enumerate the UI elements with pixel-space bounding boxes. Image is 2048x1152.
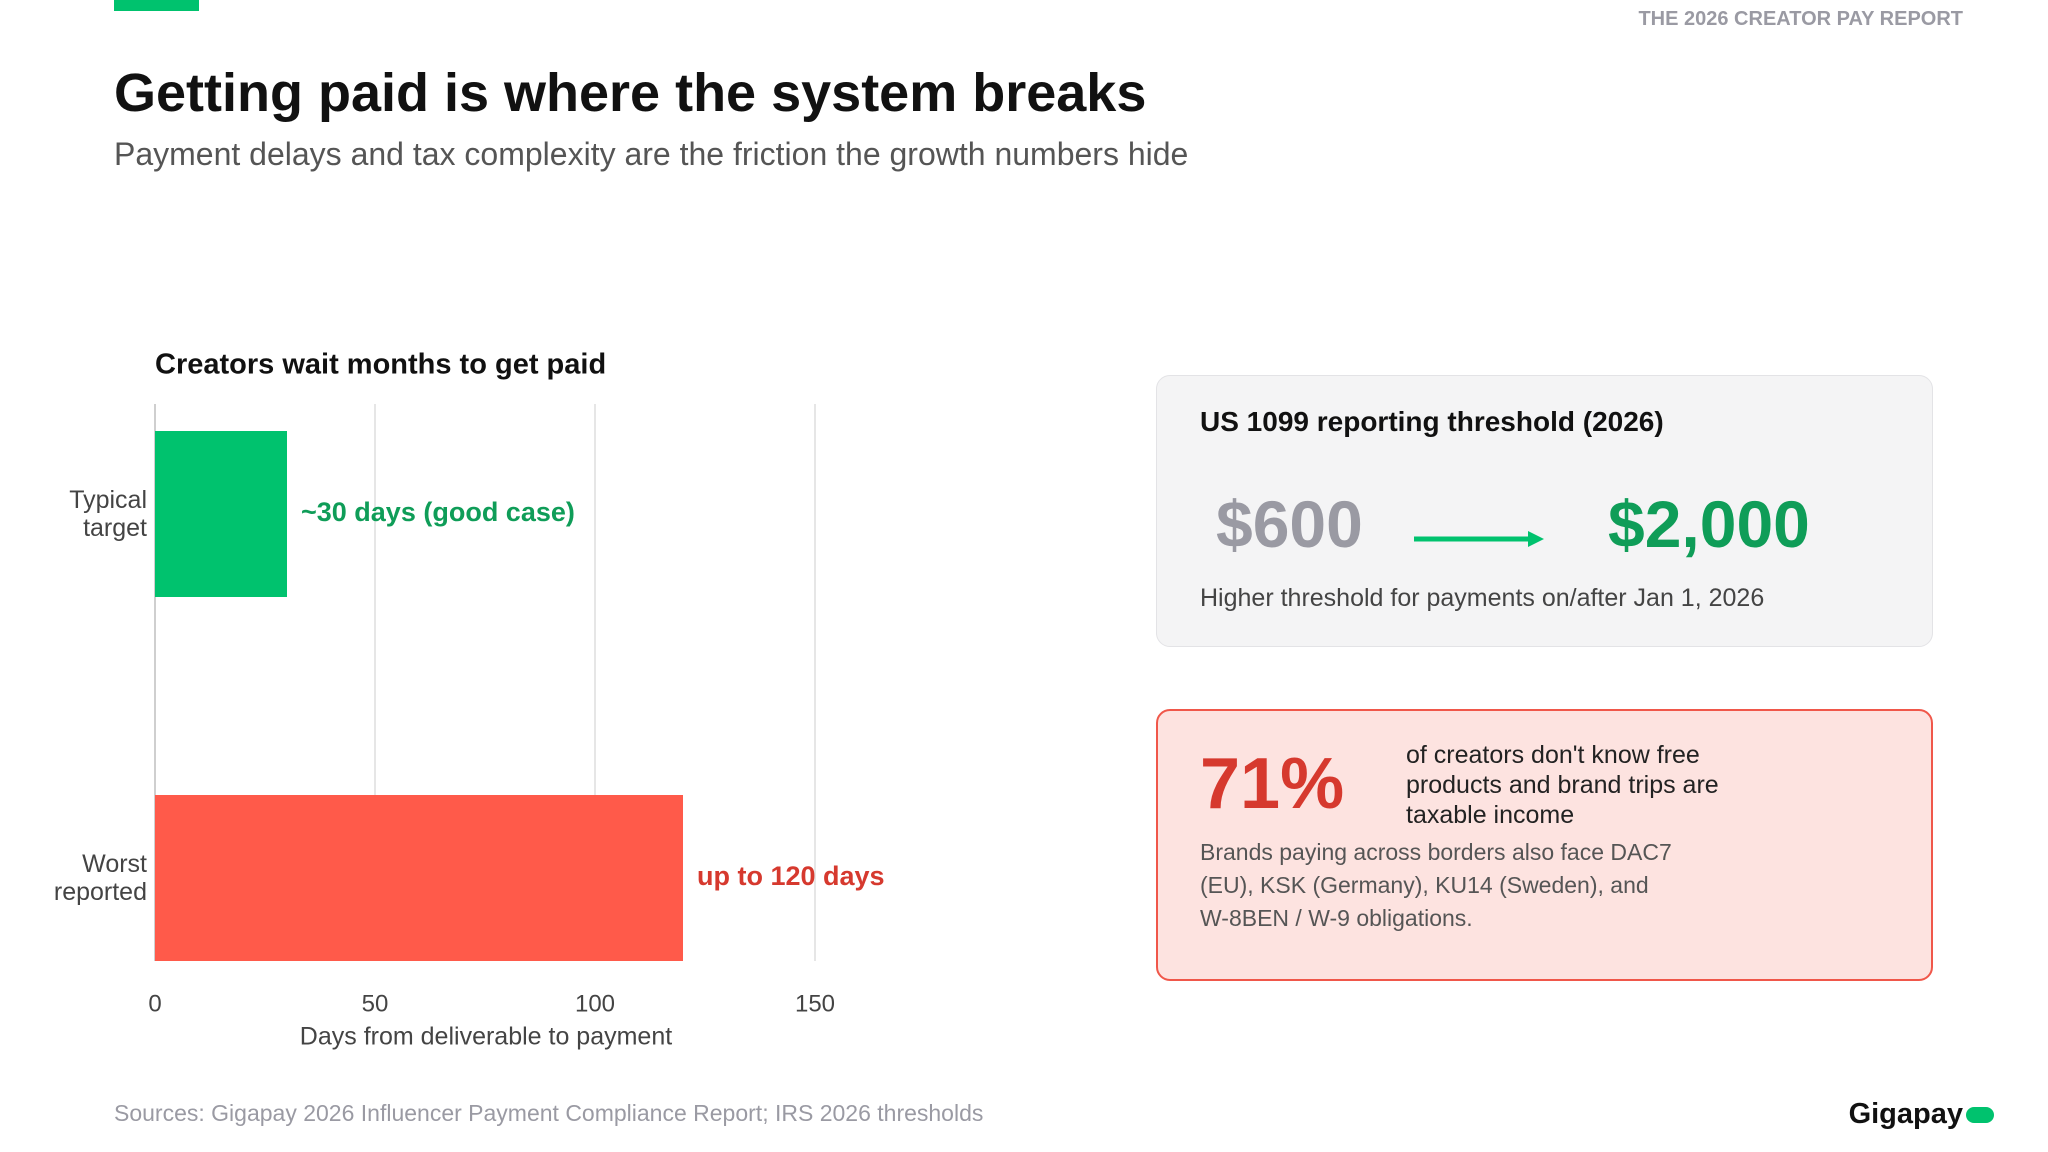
x-tick-label: 50 [362, 990, 389, 1017]
stat-card: 71% of creators don't know free products… [1156, 709, 1933, 981]
accent-bar [114, 0, 199, 11]
value-label: ~30 days (good case) [301, 497, 575, 527]
sources: Sources: Gigapay 2026 Influencer Payment… [114, 1100, 984, 1126]
report-label: THE 2026 CREATOR PAY REPORT [1638, 8, 1963, 30]
arrow-head [1528, 531, 1544, 547]
chart: Creators wait months to get paid Days fr… [148, 349, 885, 1051]
stat-statement: of creators don't know free products and… [1406, 741, 1719, 829]
subtitle: Payment delays and tax complexity are th… [114, 136, 1189, 172]
category-label: Typical target [69, 486, 147, 542]
bar [155, 795, 683, 961]
value-label: up to 120 days [697, 861, 885, 891]
stat-detail: Brands paying across borders also face D… [1200, 839, 1672, 931]
threshold-card: US 1099 reporting threshold (2026) $600 … [1156, 375, 1933, 647]
brand: Gigapay [1848, 1098, 1963, 1130]
old-threshold: $600 [1216, 487, 1363, 561]
arrow [1414, 531, 1544, 547]
brand-logo [1966, 1107, 1994, 1123]
chart-title: Creators wait months to get paid [155, 349, 606, 381]
stat-value: 71% [1200, 744, 1345, 824]
title: Getting paid is where the system breaks [114, 63, 1147, 123]
bar [155, 431, 287, 597]
card-title: US 1099 reporting threshold (2026) [1200, 406, 1664, 437]
x-tick-label: 0 [148, 990, 161, 1017]
new-threshold: $2,000 [1608, 487, 1810, 561]
x-tick-label: 100 [575, 990, 615, 1017]
x-axis-label: Days from deliverable to payment [300, 1023, 672, 1051]
x-tick-label: 150 [795, 990, 835, 1017]
category-label: Worst reported [53, 850, 147, 906]
card-note: Higher threshold for payments on/after J… [1200, 584, 1765, 612]
